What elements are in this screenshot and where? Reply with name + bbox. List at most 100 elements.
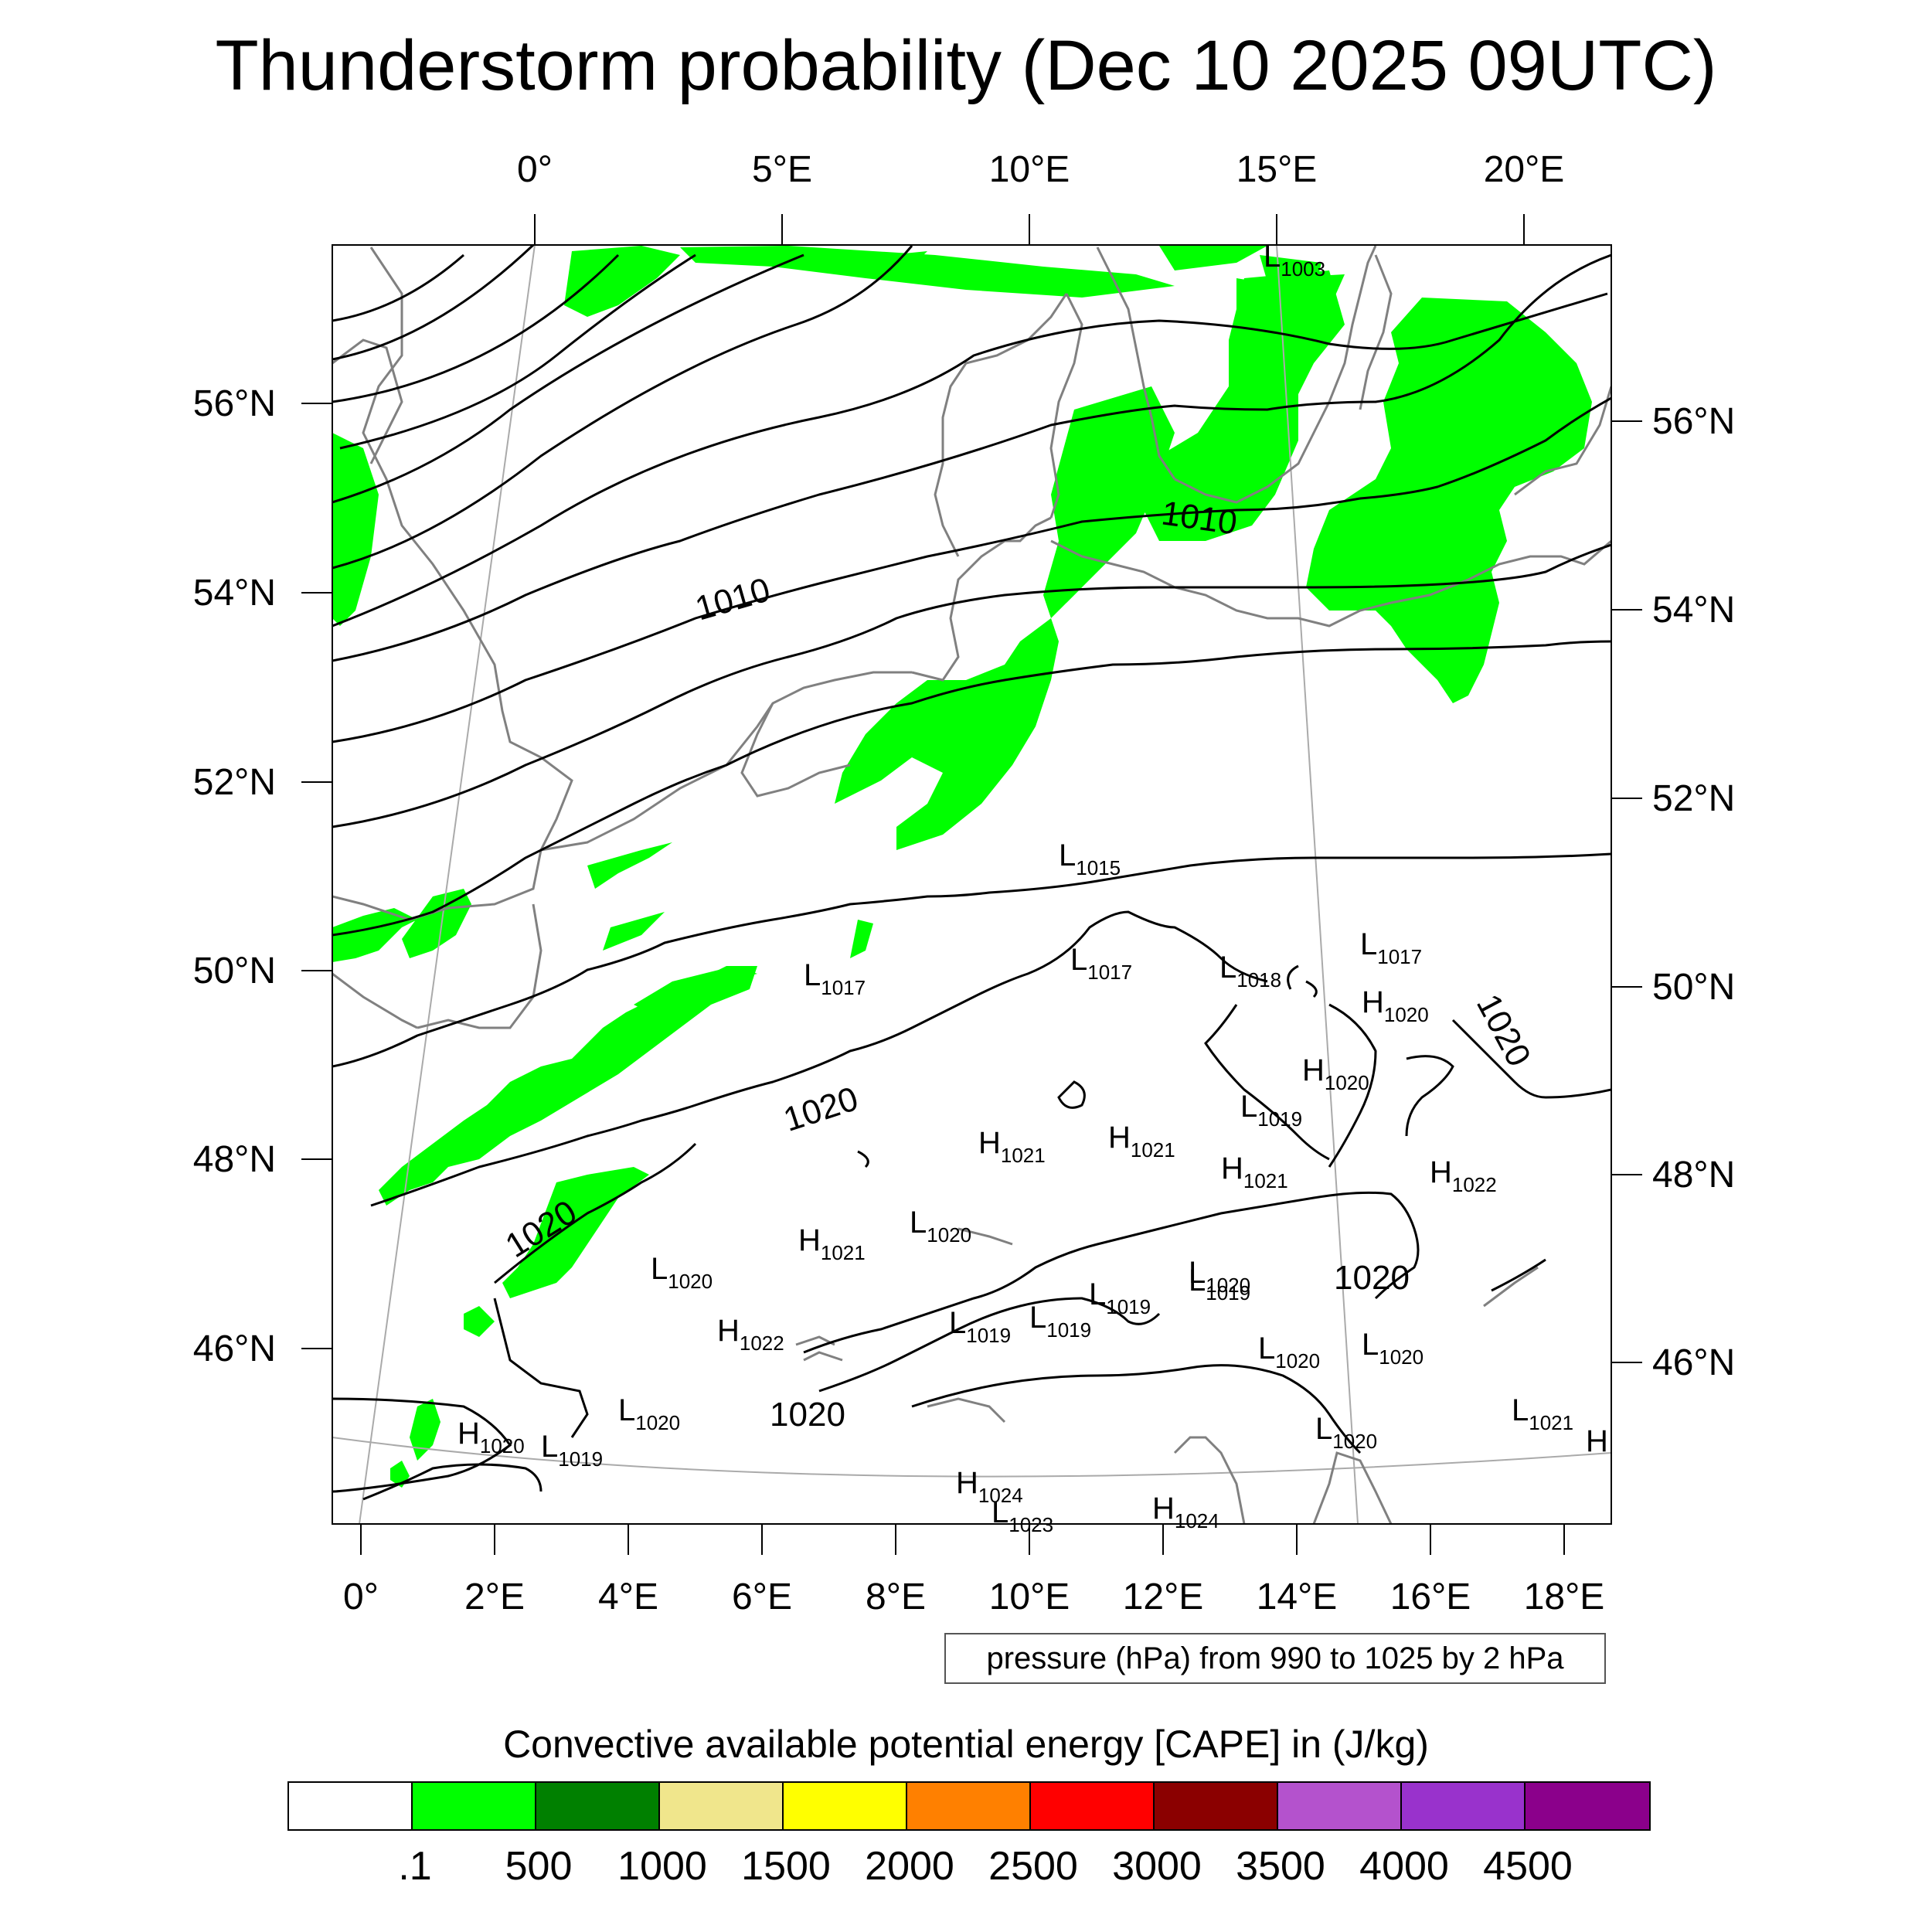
bottom-lon-label: 14°E: [1257, 1577, 1338, 1617]
isobar-9: [332, 396, 1611, 743]
cape-area-8: [1306, 298, 1592, 703]
cape-area-18: [379, 966, 757, 1206]
isobar-29: [1491, 1258, 1546, 1292]
low-pressure-center: L1020: [618, 1393, 680, 1434]
colorbar-labels: .1 500 1000 1500 2000 2500 3000 3500 400…: [0, 1843, 1932, 1897]
colorbar-label: 2500: [988, 1844, 1078, 1889]
colorbar-swatch: [784, 1783, 907, 1829]
cape-area-20: [464, 1306, 495, 1337]
contour-label: 1020: [1334, 1259, 1410, 1297]
isobar-4: [339, 253, 696, 450]
low-pressure-center: L1018: [1219, 951, 1281, 992]
coast-baltics: [1514, 386, 1611, 496]
colorbar-swatch: [536, 1783, 660, 1829]
coast-baltic-germany: [1050, 539, 1392, 628]
top-lon-label: 0°: [517, 149, 553, 190]
contour-label: 1020: [1469, 988, 1538, 1073]
coast-lakes-1: [957, 1227, 1013, 1246]
high-pressure-center: H1021: [1108, 1121, 1175, 1162]
left-lat-label: 52°N: [193, 762, 276, 803]
isobar-5: [332, 253, 804, 504]
colorbar: [287, 1781, 1651, 1831]
isobar-24: [1405, 1055, 1454, 1137]
cape-area-5: [1043, 386, 1175, 603]
colorbar-label: 2000: [865, 1844, 954, 1889]
cape-area-10: [1260, 255, 1321, 309]
low-pressure-center: L1023: [992, 1495, 1053, 1536]
isobar-28: [1287, 964, 1299, 990]
colorbar-label: 1000: [617, 1844, 707, 1889]
low-pressure-center: L1020: [1315, 1412, 1377, 1453]
isobar-25: [1057, 1080, 1086, 1109]
high-pressure-center: H1020: [1362, 985, 1429, 1026]
cape-area-16: [603, 912, 665, 951]
low-pressure-center: L1003: [1264, 240, 1325, 281]
contour-label: 1020: [779, 1080, 862, 1139]
isobar-18: [911, 1364, 1362, 1454]
isobar-16: [803, 1191, 1420, 1354]
colorbar-label: 500: [505, 1844, 573, 1889]
top-lon-label: 10°E: [989, 149, 1070, 190]
colorbar-swatch: [1402, 1783, 1526, 1829]
coast-gulf-genoa: [927, 1397, 1006, 1423]
left-lat-label: 46°N: [193, 1328, 276, 1369]
left-lat-label: 48°N: [193, 1139, 276, 1180]
cape-area-13: [402, 889, 471, 958]
colorbar-swatch: [1526, 1783, 1649, 1829]
isobar-14: [494, 1142, 697, 1284]
coast-uk-east: [332, 247, 573, 921]
cape-area-15: [850, 920, 873, 958]
colorbar-label: .1: [398, 1844, 432, 1889]
coast-adriatic: [1312, 1451, 1393, 1524]
left-lat-label: 56°N: [193, 383, 276, 424]
meridian-15e: [1276, 245, 1359, 1524]
colorbar-swatch: [289, 1783, 413, 1829]
colorbar-label: 3500: [1236, 1844, 1325, 1889]
cape-area-21: [410, 1399, 440, 1461]
high-pressure-center: H: [1586, 1424, 1608, 1458]
isobar-6: [332, 245, 913, 570]
low-pressure-center: L1020: [1258, 1332, 1320, 1372]
coast-uk-north: [332, 338, 403, 464]
low-pressure-center: L1020: [1362, 1328, 1423, 1369]
coast-denmark-east: [1049, 293, 1083, 519]
cape-area-11: [332, 433, 379, 626]
low-pressure-center: L1015: [1059, 838, 1121, 879]
isobar-8: [332, 253, 1611, 662]
right-lat-label: 50°N: [1652, 967, 1735, 1008]
isobar-10: [332, 543, 1611, 828]
bottom-lon-labels: 0° 2°E 4°E 6°E 8°E 10°E 12°E 14°E 16°E 1…: [343, 1577, 1604, 1617]
bottom-lon-label: 6°E: [732, 1577, 792, 1617]
right-lat-label: 52°N: [1652, 778, 1735, 819]
colorbar-swatch: [660, 1783, 784, 1829]
isobar-17: [818, 1297, 1161, 1393]
low-pressure-center: L1020: [1189, 1256, 1250, 1297]
colorbar-label: 4500: [1483, 1844, 1573, 1889]
coast-sweden-west: [1096, 247, 1176, 480]
pressure-info-box: pressure (hPa) from 990 to 1025 by 2 hPa: [944, 1633, 1606, 1684]
right-lat-label: 46°N: [1652, 1342, 1735, 1383]
coast-benelux: [540, 671, 912, 852]
high-pressure-center: H1022: [1430, 1155, 1497, 1196]
right-lat-labels: 56°N 54°N 52°N 50°N 48°N 46°N: [1652, 401, 1735, 1383]
left-lat-label: 54°N: [193, 573, 276, 614]
contour-label: 1020: [770, 1396, 845, 1434]
cape-area-3: [1159, 246, 1267, 270]
left-lat-labels: 56°N 54°N 52°N 50°N 48°N 46°N: [193, 383, 276, 1369]
right-lat-label: 48°N: [1652, 1155, 1735, 1196]
colorbar-swatch: [1155, 1783, 1278, 1829]
low-pressure-center: L1019: [1189, 1264, 1250, 1304]
plot-frame: [332, 244, 1612, 1525]
low-pressure-center: L1020: [910, 1206, 971, 1247]
top-lon-label: 15°E: [1236, 149, 1318, 190]
cape-area-1: [564, 246, 680, 317]
isobar-12: [332, 852, 1611, 1068]
coast-gotland: [1359, 254, 1393, 410]
top-lon-labels: 0° 5°E 10°E 15°E 20°E: [517, 149, 1564, 190]
top-lon-label: 5°E: [752, 149, 812, 190]
isobars: [332, 245, 1611, 1501]
high-pressure-center: H1024: [956, 1466, 1023, 1507]
coast-germany-north: [911, 516, 1052, 682]
